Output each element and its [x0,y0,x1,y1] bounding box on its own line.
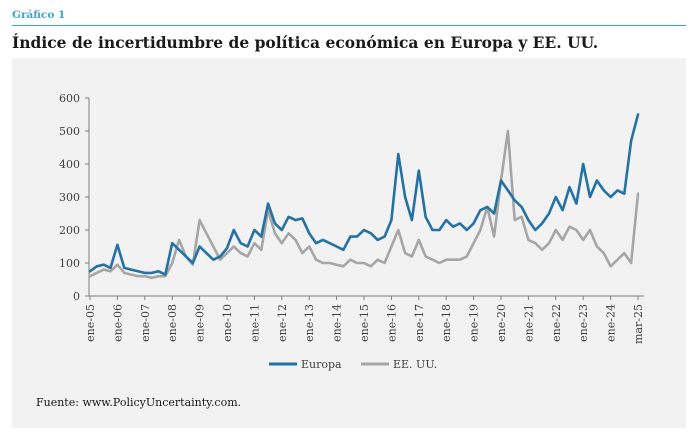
y-tick-label: 100 [59,257,80,270]
x-tick-label: ene-13 [303,304,316,342]
x-tick-label: ene-10 [221,304,234,342]
x-tick-label: ene-05 [84,304,97,342]
y-tick-label: 200 [59,224,80,237]
x-tick-label: ene-24 [605,304,618,342]
x-tick-label: ene-07 [139,304,152,342]
line-chart: 0 100 200 300 400 500 600 ene-05 ene-06 ene-07 ene… [59,92,645,371]
legend-label-eeuu: EE. UU. [393,358,437,371]
x-tick-label: ene-14 [331,304,344,342]
x-tick-label: ene-16 [385,304,398,342]
series-line-europa [88,113,640,276]
y-tick-label: 400 [59,158,80,171]
x-tick-label: ene-20 [495,304,508,342]
y-tick-label: 500 [59,125,80,138]
x-tick-label: ene-06 [111,304,124,342]
x-tick-label: ene-18 [440,304,453,342]
figure-label: Gráfico 1 [12,9,66,21]
x-tick-label: ene-19 [468,304,481,342]
x-tick-label: ene-08 [166,304,179,342]
x-tick-label: ene-09 [194,304,207,342]
y-tick-label: 0 [73,290,80,303]
x-tick-label: ene-22 [550,304,563,342]
x-tick-label: mar-25 [632,304,645,344]
top-rule [12,25,686,26]
series-line-eeuu [88,129,640,280]
x-tick-label: ene-23 [577,304,590,342]
legend-label-europa: Europa [301,358,342,371]
x-tick-label: ene-12 [276,304,289,342]
x-tick-label: ene-21 [522,304,535,342]
source-note: Fuente: www.PolicyUncertainty.com. [36,396,242,409]
chart-panel [12,58,686,428]
y-tick-label: 300 [59,191,80,204]
x-tick-label: ene-11 [248,304,261,342]
x-tick-label: ene-15 [358,304,371,342]
y-tick-label: 600 [59,92,80,105]
x-tick-label: ene-17 [413,304,426,342]
chart-title: Índice de incertidumbre de política econ… [12,33,599,52]
